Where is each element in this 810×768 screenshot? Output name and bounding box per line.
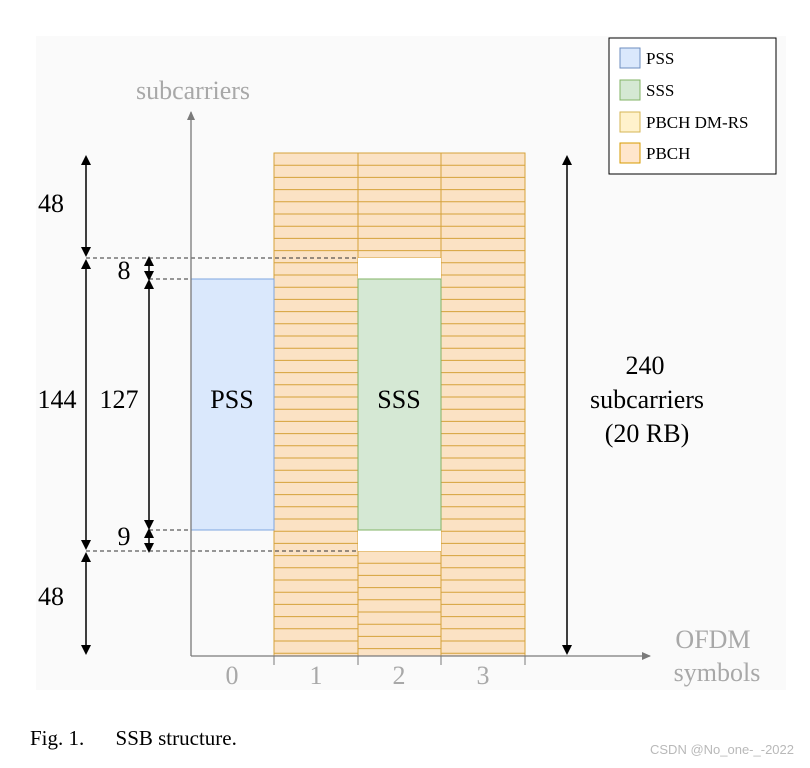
dim-label-127: 127 (100, 385, 139, 414)
total-label-line3: (20 RB) (605, 419, 690, 448)
watermark: CSDN @No_one-_-2022 (650, 742, 794, 757)
legend-label-pss: PSS (646, 49, 674, 68)
sss-gap-bottom (358, 530, 441, 551)
total-label-line1: 240 (626, 351, 665, 380)
legend-swatch-pbch-dmrs (619, 111, 641, 133)
x-axis-label-line2: symbols (674, 658, 761, 687)
sss-block-label: SSS (377, 385, 420, 414)
pbch-column-symbol-3 (440, 152, 526, 657)
pbch-stripe-background (273, 152, 359, 657)
x-axis-label-line1: OFDM (675, 625, 750, 654)
pbch-stripe-background (440, 152, 526, 657)
dim-label-top-48: 48 (38, 189, 64, 218)
pbch-stripe-background (357, 550, 442, 657)
x-tick-label-0: 0 (226, 661, 239, 690)
legend-swatch-sss (619, 79, 641, 101)
legend-label-pbch: PBCH (646, 144, 690, 163)
pbch-symbol-2-bottom (357, 550, 442, 657)
pbch-stripe-background (357, 152, 442, 259)
dim-label-144: 144 (38, 385, 77, 414)
legend: PSS SSS PBCH DM-RS PBCH (608, 37, 777, 175)
pss-block (190, 278, 275, 531)
pss-block-label: PSS (210, 385, 253, 414)
total-label-line2: subcarriers (590, 385, 704, 414)
sss-gap-top (358, 258, 441, 279)
dim-label-bottom-48: 48 (38, 582, 64, 611)
legend-swatch-pss (619, 47, 641, 69)
dim-label-9: 9 (118, 522, 131, 551)
legend-label-sss: SSS (646, 81, 674, 100)
caption-text: SSB structure. (115, 726, 237, 750)
caption-figure-number: Fig. 1. (30, 726, 85, 750)
y-axis-label: subcarriers (136, 76, 250, 105)
dim-label-8: 8 (118, 256, 131, 285)
x-tick-label-3: 3 (477, 661, 490, 690)
sss-block (357, 278, 442, 531)
figure-caption: Fig. 1. SSB structure. (30, 726, 237, 751)
legend-swatch-pbch (619, 142, 641, 164)
legend-label-pbch-dmrs: PBCH DM-RS (646, 113, 749, 132)
x-tick-label-2: 2 (393, 661, 406, 690)
pbch-column-symbol-1 (273, 152, 359, 657)
pbch-symbol-2-top (357, 152, 442, 259)
x-tick-label-1: 1 (310, 661, 323, 690)
